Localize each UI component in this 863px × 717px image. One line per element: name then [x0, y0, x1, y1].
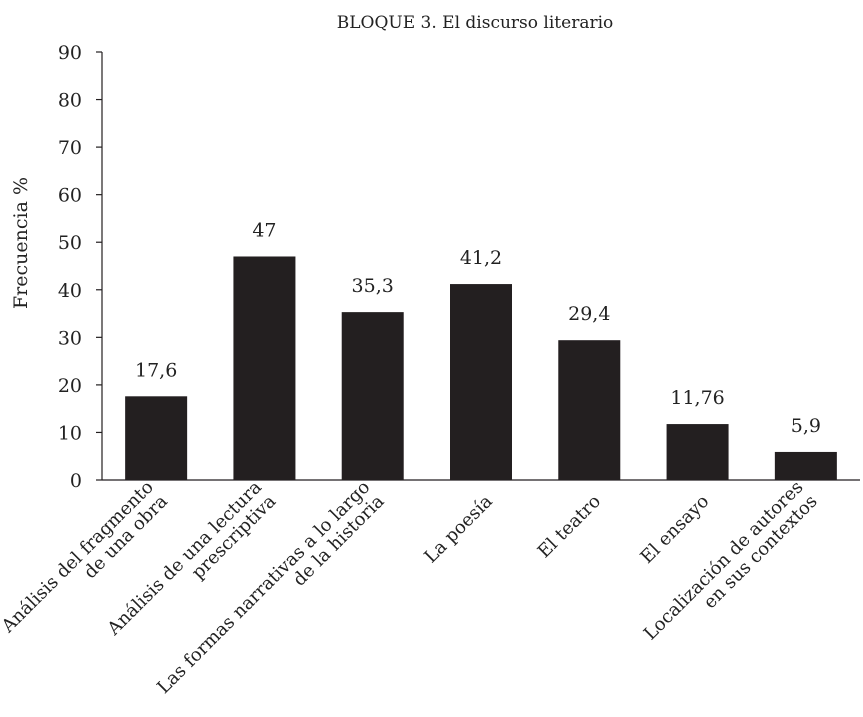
- data-label: 17,6: [135, 359, 177, 381]
- y-tick-label: 30: [58, 327, 82, 349]
- x-tick-label: El teatro: [534, 491, 605, 562]
- data-label: 5,9: [791, 415, 821, 437]
- data-label: 47: [252, 219, 276, 241]
- y-tick-label: 70: [58, 137, 82, 159]
- bar: [666, 424, 729, 480]
- y-tick-label: 10: [58, 422, 82, 444]
- data-labels: 17,6 47 35,3 41,2 29,4 11,76 5,9: [135, 219, 821, 436]
- x-tick-label-line: El teatro: [534, 491, 605, 562]
- y-tick-label: 0: [70, 470, 82, 492]
- bar: [558, 340, 621, 480]
- data-label: 35,3: [352, 275, 394, 297]
- y-tick-label: 80: [58, 90, 82, 112]
- data-label: 41,2: [460, 247, 502, 269]
- x-tick-label: Localización de autoresen sus contextos: [640, 477, 822, 659]
- bars: [125, 256, 837, 480]
- x-tick-label-line: Localización de autores: [640, 477, 808, 645]
- y-ticks: 0 10 20 30 40 50 60 70 80 90: [58, 42, 102, 492]
- bar: [341, 312, 404, 480]
- x-tick-label: La poesía: [420, 491, 497, 568]
- x-tick-label: Análisis del fragmentode una obra: [0, 477, 172, 652]
- bar: [450, 284, 512, 480]
- x-tick-label-line: La poesía: [420, 491, 497, 568]
- x-tick-label: El ensayo: [636, 491, 713, 568]
- x-tick-label-line: El ensayo: [636, 491, 713, 568]
- y-tick-label: 20: [58, 375, 82, 397]
- y-tick-label: 90: [58, 42, 82, 64]
- data-label: 29,4: [568, 303, 610, 325]
- chart-title: BLOQUE 3. El discurso literario: [337, 13, 614, 33]
- bar: [774, 451, 837, 480]
- bar: [233, 256, 296, 480]
- y-tick-label: 50: [58, 232, 82, 254]
- data-label: 11,76: [670, 387, 724, 409]
- y-tick-label: 60: [58, 185, 82, 207]
- bar: [125, 396, 188, 480]
- x-tick-labels: Análisis del fragmentode una obraAnálisi…: [0, 477, 822, 698]
- y-axis-label: Frecuencia %: [10, 177, 32, 309]
- y-tick-label: 40: [58, 280, 82, 302]
